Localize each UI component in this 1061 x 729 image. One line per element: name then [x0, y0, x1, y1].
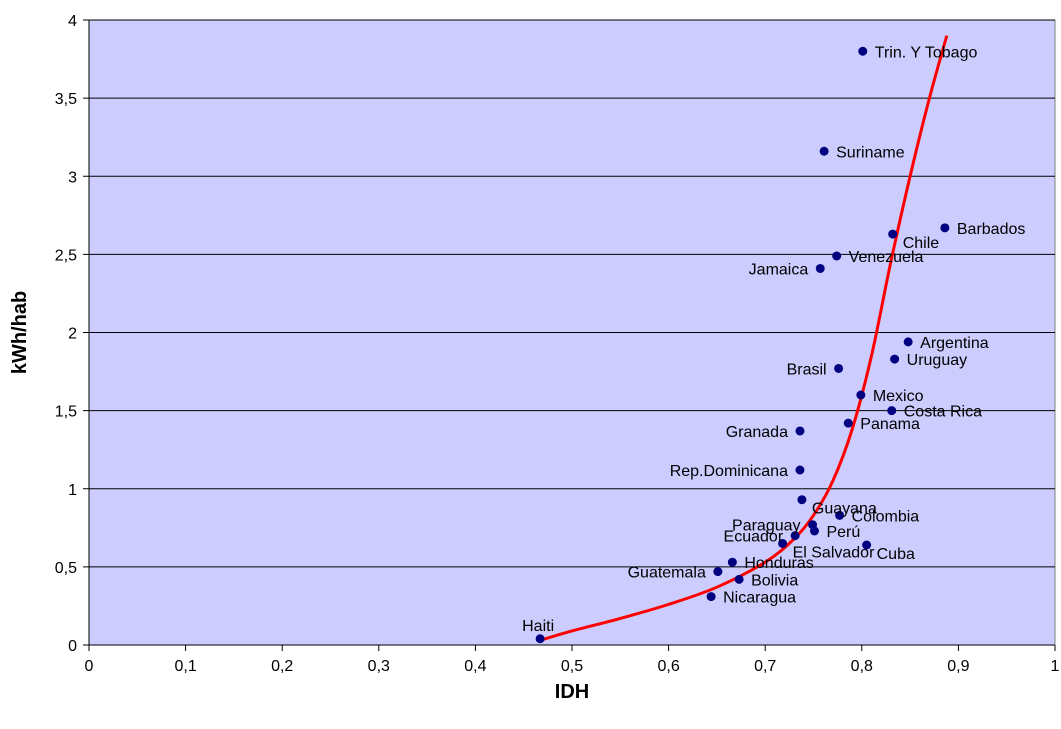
point-label-bolivia: Bolivia — [751, 572, 798, 589]
point-label-guatemala: Guatemala — [628, 565, 706, 582]
data-point-venezuela — [832, 251, 842, 261]
x-tick-label: 0,8 — [851, 658, 873, 675]
y-tick-label: 0 — [68, 638, 77, 655]
x-tick-label: 0,4 — [464, 658, 486, 675]
y-axis-ticks: 0 0,5 1 1,5 2 2,5 3 3,5 4 — [55, 13, 89, 655]
data-point-granada — [795, 426, 805, 436]
point-label-panama: Panama — [860, 416, 920, 433]
point-label-granada: Granada — [726, 424, 788, 441]
point-label-argentina: Argentina — [920, 335, 989, 352]
y-tick-label: 0,5 — [55, 560, 77, 577]
point-label-chile: Chile — [903, 235, 940, 252]
data-point-jamaica — [815, 263, 825, 273]
data-point-uruguay — [890, 354, 900, 364]
point-label-el-salvador: El Salvador — [793, 544, 875, 561]
x-tick-label: 0,2 — [271, 658, 293, 675]
data-point-mexico — [856, 390, 866, 400]
x-tick-label: 0,7 — [754, 658, 776, 675]
point-label-jamaica: Jamaica — [749, 261, 809, 278]
point-labels: Trin. Y Tobago Suriname Barbados ChileVenez… — [522, 44, 1025, 635]
data-point-trin-y-tobago — [858, 46, 868, 56]
y-tick-label: 2 — [68, 326, 77, 343]
point-label-nicaragua: Nicaragua — [723, 590, 796, 607]
x-tick-label: 1 — [1051, 658, 1060, 675]
data-point-colombia — [835, 510, 845, 520]
y-tick-label: 3,5 — [55, 91, 77, 108]
x-tick-label: 0,9 — [947, 658, 969, 675]
point-label-trin-y-tobago: Trin. Y Tobago — [875, 44, 978, 61]
data-point-argentina — [903, 337, 913, 347]
data-point-nicaragua — [706, 592, 716, 602]
data-point-brasil — [834, 363, 844, 373]
point-label-rep-dominicana: Rep.Dominicana — [670, 463, 788, 480]
data-point-guayana — [797, 495, 807, 505]
y-tick-label: 4 — [68, 13, 77, 30]
point-label-paraguay: Paraguay — [732, 518, 801, 535]
data-point-bolivia — [734, 574, 744, 584]
data-point-haiti — [535, 634, 545, 644]
trend-line — [539, 35, 949, 642]
point-label-guayana: Guayana — [812, 501, 877, 518]
point-label-venezuela: Venezuela — [849, 249, 924, 266]
data-point-cuba — [862, 540, 872, 550]
point-label-suriname: Suriname — [836, 144, 905, 161]
data-point-barbados — [940, 223, 950, 233]
data-point-chile — [888, 229, 898, 239]
y-tick-label: 3 — [68, 169, 77, 186]
y-tick-label: 1,5 — [55, 404, 77, 421]
data-point-el-salvador — [778, 538, 788, 548]
x-tick-label: 0,1 — [174, 658, 196, 675]
y-tick-label: 2,5 — [55, 247, 77, 264]
x-tick-label: 0,3 — [368, 658, 390, 675]
point-label-haiti: Haiti — [522, 618, 554, 635]
gridlines — [89, 19, 1055, 568]
x-tick-label: 0 — [85, 658, 94, 675]
data-point-panama — [843, 418, 853, 428]
point-label-brasil: Brasil — [787, 361, 827, 378]
data-point-ecuador — [790, 531, 800, 541]
point-label-costa-rica: Costa Rica — [904, 404, 982, 421]
point-label-barbados: Barbados — [957, 221, 1026, 238]
point-label-honduras: Honduras — [744, 555, 813, 572]
point-label-per: Perú — [826, 524, 860, 541]
data-point-honduras — [727, 557, 737, 567]
point-label-colombia: Colombia — [852, 508, 920, 525]
y-tick-label: 1 — [68, 482, 77, 499]
point-label-uruguay: Uruguay — [907, 352, 967, 369]
point-label-ecuador: Ecuador — [724, 529, 784, 546]
data-point-rep-dominicana — [795, 465, 805, 475]
y-axis-title: kWh/hab — [9, 291, 31, 374]
data-point-per — [809, 526, 819, 536]
point-label-cuba: Cuba — [877, 546, 915, 563]
x-tick-label: 0,6 — [657, 658, 679, 675]
x-tick-label: 0,5 — [561, 658, 583, 675]
data-point-suriname — [819, 146, 829, 156]
data-points — [535, 46, 950, 644]
x-axis-ticks: 0 0,1 0,2 0,3 0,4 0,5 0,6 0,7 0,8 0,9 1 — [85, 645, 1060, 675]
x-axis-title: IDH — [555, 681, 589, 703]
data-point-guatemala — [713, 567, 723, 577]
data-point-costa-rica — [887, 406, 897, 416]
point-label-mexico: Mexico — [873, 388, 924, 405]
